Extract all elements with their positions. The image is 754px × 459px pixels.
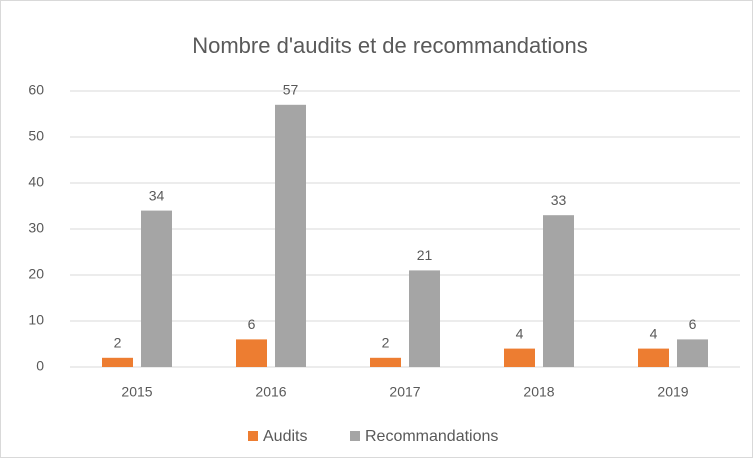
data-label: 33	[551, 192, 567, 208]
y-tick-label: 40	[28, 174, 44, 190]
bar	[543, 215, 574, 367]
chart-title: Nombre d'audits et de recommandations	[192, 33, 588, 58]
y-tick-label: 30	[28, 220, 44, 236]
data-label: 57	[283, 82, 299, 98]
legend-swatch	[248, 431, 258, 441]
y-tick-label: 20	[28, 266, 44, 282]
x-tick-label: 2015	[121, 384, 152, 400]
bar	[236, 339, 267, 367]
data-label: 6	[689, 316, 697, 332]
data-label: 2	[114, 335, 122, 351]
x-tick-label: 2016	[255, 384, 286, 400]
data-label: 21	[417, 247, 433, 263]
x-tick-label: 2017	[389, 384, 420, 400]
data-label: 2	[382, 335, 390, 351]
y-tick-label: 0	[36, 358, 44, 374]
bar	[638, 348, 669, 367]
bar	[141, 210, 172, 367]
y-tick-label: 50	[28, 128, 44, 144]
data-label: 34	[149, 187, 165, 203]
bar	[102, 357, 133, 367]
legend-label: Audits	[263, 428, 307, 445]
bar	[275, 104, 306, 368]
y-tick-label: 10	[28, 312, 44, 328]
bar	[370, 357, 401, 367]
data-label: 4	[516, 325, 524, 341]
bar	[677, 339, 708, 367]
y-tick-label: 60	[28, 82, 44, 98]
bar	[409, 270, 440, 367]
x-tick-label: 2018	[523, 384, 554, 400]
x-tick-label: 2019	[657, 384, 688, 400]
legend-swatch	[350, 431, 360, 441]
bar	[504, 348, 535, 367]
legend-label: Recommandations	[365, 428, 498, 445]
data-label: 6	[248, 316, 256, 332]
data-label: 4	[650, 325, 658, 341]
